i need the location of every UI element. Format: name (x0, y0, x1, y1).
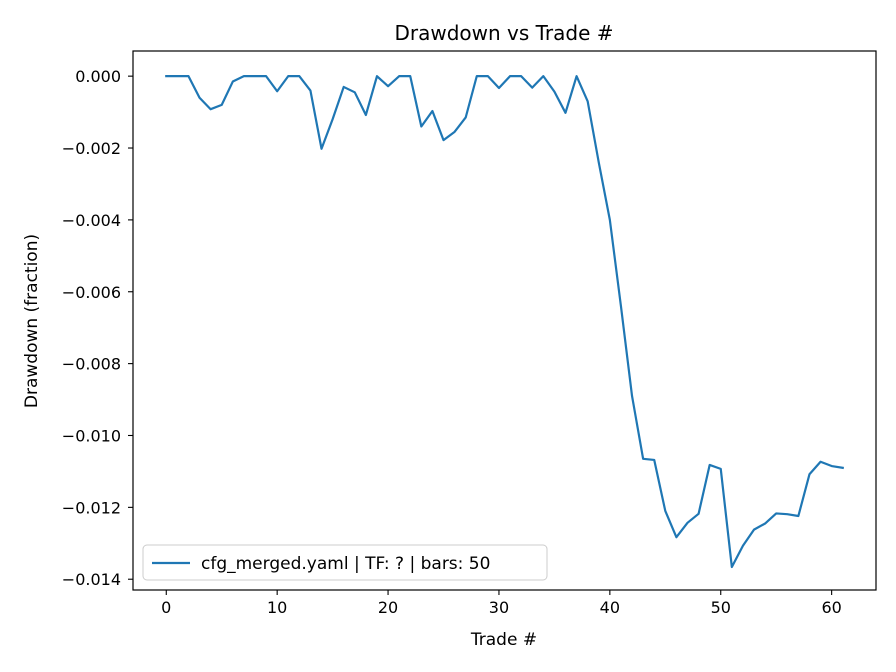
x-tick-label: 40 (600, 598, 620, 617)
y-tick-label: −0.010 (62, 426, 121, 445)
axes: 0 10 20 30 40 50 60 0.000 −0.002 −0.004 −0.006 −0.0… (62, 50, 877, 617)
axes-frame (132, 50, 877, 591)
legend: cfg_merged.yaml | TF: ? | bars: 50 (142, 544, 548, 581)
legend-label-0: cfg_merged.yaml | TF: ? | bars: 50 (201, 554, 490, 574)
plot-area (165, 75, 844, 569)
y-tick-label: −0.004 (62, 211, 121, 230)
chart-title: Drawdown vs Trade # (394, 21, 613, 45)
x-tick-label: 0 (161, 598, 171, 617)
x-axis-label: Trade # (470, 630, 537, 650)
series-line-0 (165, 75, 844, 569)
y-tick-label: −0.006 (62, 283, 121, 302)
y-tick-label: −0.008 (62, 355, 121, 374)
y-tick-label: −0.012 (62, 498, 121, 517)
x-tick-label: 30 (489, 598, 509, 617)
y-tick-label: 0.000 (75, 67, 121, 86)
x-tick-label: 10 (267, 598, 287, 617)
x-tick-label: 60 (821, 598, 841, 617)
x-tick-label: 50 (711, 598, 731, 617)
x-tick-label: 20 (378, 598, 398, 617)
y-axis-label: Drawdown (fraction) (22, 234, 42, 408)
y-tick-label: −0.014 (62, 570, 121, 589)
legend-box (142, 544, 548, 581)
y-tick-label: −0.002 (62, 139, 121, 158)
